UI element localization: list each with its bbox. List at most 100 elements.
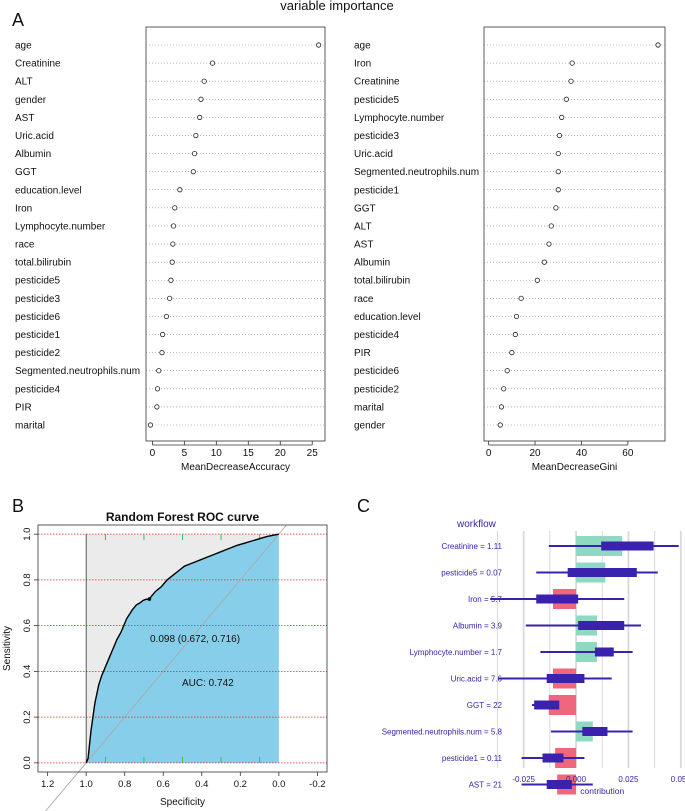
data-point bbox=[512, 331, 518, 338]
row-label: Iron bbox=[354, 59, 371, 70]
feature-label: Iron = 5.7 bbox=[468, 595, 503, 604]
contribution-box bbox=[542, 753, 564, 763]
data-point bbox=[172, 205, 178, 211]
contribution-box bbox=[546, 674, 585, 683]
roc-chart: Random Forest ROC curve 1.2 1.0 0.8 0.6 0.4 0.… bbox=[2, 510, 328, 811]
legend-title: workflow bbox=[456, 519, 497, 530]
gini-dotchart: age Iron Creatinine pesticide5 Lymphocyte.nu… bbox=[354, 26, 666, 473]
data-point bbox=[197, 114, 203, 120]
x-tick-label: 0.025 bbox=[618, 775, 639, 784]
data-point bbox=[541, 259, 547, 265]
row-label: GGT bbox=[354, 203, 376, 214]
contribution-box bbox=[536, 594, 579, 604]
data-point bbox=[177, 187, 183, 193]
y-axis-label: Sensitivity bbox=[2, 626, 13, 671]
row-label: gender bbox=[15, 95, 47, 106]
roc-curve bbox=[85, 533, 279, 764]
contribution-box bbox=[567, 568, 637, 577]
row-label: Creatinine bbox=[354, 77, 400, 88]
feature-label: GGT = 22 bbox=[467, 701, 503, 710]
x-tick-label: 0.0 bbox=[272, 779, 285, 790]
x-axis-label: contribution bbox=[580, 786, 624, 796]
feature-label: Uric.acid = 7.6 bbox=[451, 675, 503, 684]
data-point bbox=[556, 132, 563, 139]
row-label: AST bbox=[354, 240, 373, 251]
row-label: age bbox=[15, 41, 32, 52]
data-point bbox=[193, 132, 199, 139]
data-point bbox=[201, 78, 207, 84]
x-tick-label: 0.000 bbox=[566, 775, 587, 784]
data-point bbox=[170, 223, 177, 229]
row-label: Iron bbox=[15, 203, 32, 214]
data-point bbox=[169, 259, 175, 265]
row-label: pesticide2 bbox=[15, 348, 60, 359]
data-point bbox=[316, 42, 322, 48]
x-tick-label: 60 bbox=[622, 448, 634, 459]
data-point bbox=[159, 350, 165, 356]
row-label: pesticide3 bbox=[15, 294, 60, 305]
data-point bbox=[190, 169, 196, 175]
threshold-annotation: 0.098 (0.672, 0.716) bbox=[150, 634, 240, 645]
data-point bbox=[160, 331, 166, 338]
contribution-box bbox=[546, 780, 572, 789]
data-point bbox=[553, 205, 559, 211]
diagonal-reference bbox=[45, 524, 287, 811]
x-tick-label: -0.025 bbox=[512, 775, 535, 784]
data-point bbox=[548, 223, 554, 229]
data-point bbox=[209, 60, 216, 66]
y-tick-label: 0.8 bbox=[22, 573, 33, 586]
row-label: race bbox=[15, 240, 35, 251]
row-label: Albumin bbox=[354, 258, 390, 269]
y-tick-label: 0.6 bbox=[22, 619, 33, 632]
contribution-box bbox=[534, 700, 560, 710]
figure-title: variable importance bbox=[280, 0, 393, 13]
plot-frame bbox=[37, 524, 328, 773]
row-label: Segmented.neutrophils.num bbox=[15, 366, 140, 377]
row-label: pesticide3 bbox=[354, 131, 399, 142]
x-tick-label: 15 bbox=[243, 448, 255, 459]
row-label: GGT bbox=[15, 167, 37, 178]
data-point bbox=[168, 277, 174, 283]
x-tick-label: 0 bbox=[486, 448, 492, 459]
row-label: education.level bbox=[15, 185, 82, 196]
y-tick-label: 1.0 bbox=[22, 528, 33, 541]
data-point bbox=[498, 404, 505, 410]
data-point bbox=[147, 422, 154, 428]
row-label: marital bbox=[15, 421, 45, 432]
row-label: gender bbox=[354, 421, 386, 432]
x-tick-label: 5 bbox=[182, 448, 188, 459]
feature-label: Albumin = 3.9 bbox=[453, 622, 503, 631]
y-tick-label: 0.2 bbox=[22, 711, 33, 724]
row-label: Segmented.neutrophils.num bbox=[354, 167, 479, 178]
feature-label: Creatinine = 1.11 bbox=[441, 542, 502, 551]
data-point bbox=[509, 350, 515, 356]
row-label: ALT bbox=[15, 77, 33, 88]
contribution-box bbox=[594, 647, 614, 657]
data-point bbox=[555, 187, 561, 193]
row-label: pesticide5 bbox=[354, 95, 399, 106]
x-axis-label: MeanDecreaseAccuracy bbox=[181, 462, 290, 473]
row-label: Creatinine bbox=[15, 59, 61, 70]
panel-label-c: C bbox=[357, 496, 370, 516]
data-point bbox=[513, 313, 520, 320]
data-point bbox=[198, 96, 204, 102]
row-label: AST bbox=[15, 113, 34, 124]
row-label: pesticide6 bbox=[15, 312, 60, 323]
data-point bbox=[563, 96, 569, 102]
row-label: Lymphocyte.number bbox=[354, 113, 445, 124]
row-label: age bbox=[354, 41, 371, 52]
accuracy-dotchart: age Creatinine ALT gender AST Uric.acid Albumi… bbox=[15, 26, 326, 473]
x-tick-label: 0.8 bbox=[118, 779, 131, 790]
feature-label: AST = 21 bbox=[469, 781, 503, 790]
x-tick-label: 0.2 bbox=[234, 779, 247, 790]
x-tick-label: -0.2 bbox=[309, 779, 325, 790]
data-point bbox=[167, 295, 173, 301]
feature-label: pesticide1 = 0.11 bbox=[442, 754, 503, 763]
contribution-box bbox=[601, 541, 654, 551]
data-point bbox=[655, 42, 661, 48]
x-tick-label: 20 bbox=[529, 448, 541, 459]
data-point bbox=[518, 295, 524, 301]
contribution-box bbox=[578, 621, 625, 630]
data-point bbox=[555, 169, 561, 175]
